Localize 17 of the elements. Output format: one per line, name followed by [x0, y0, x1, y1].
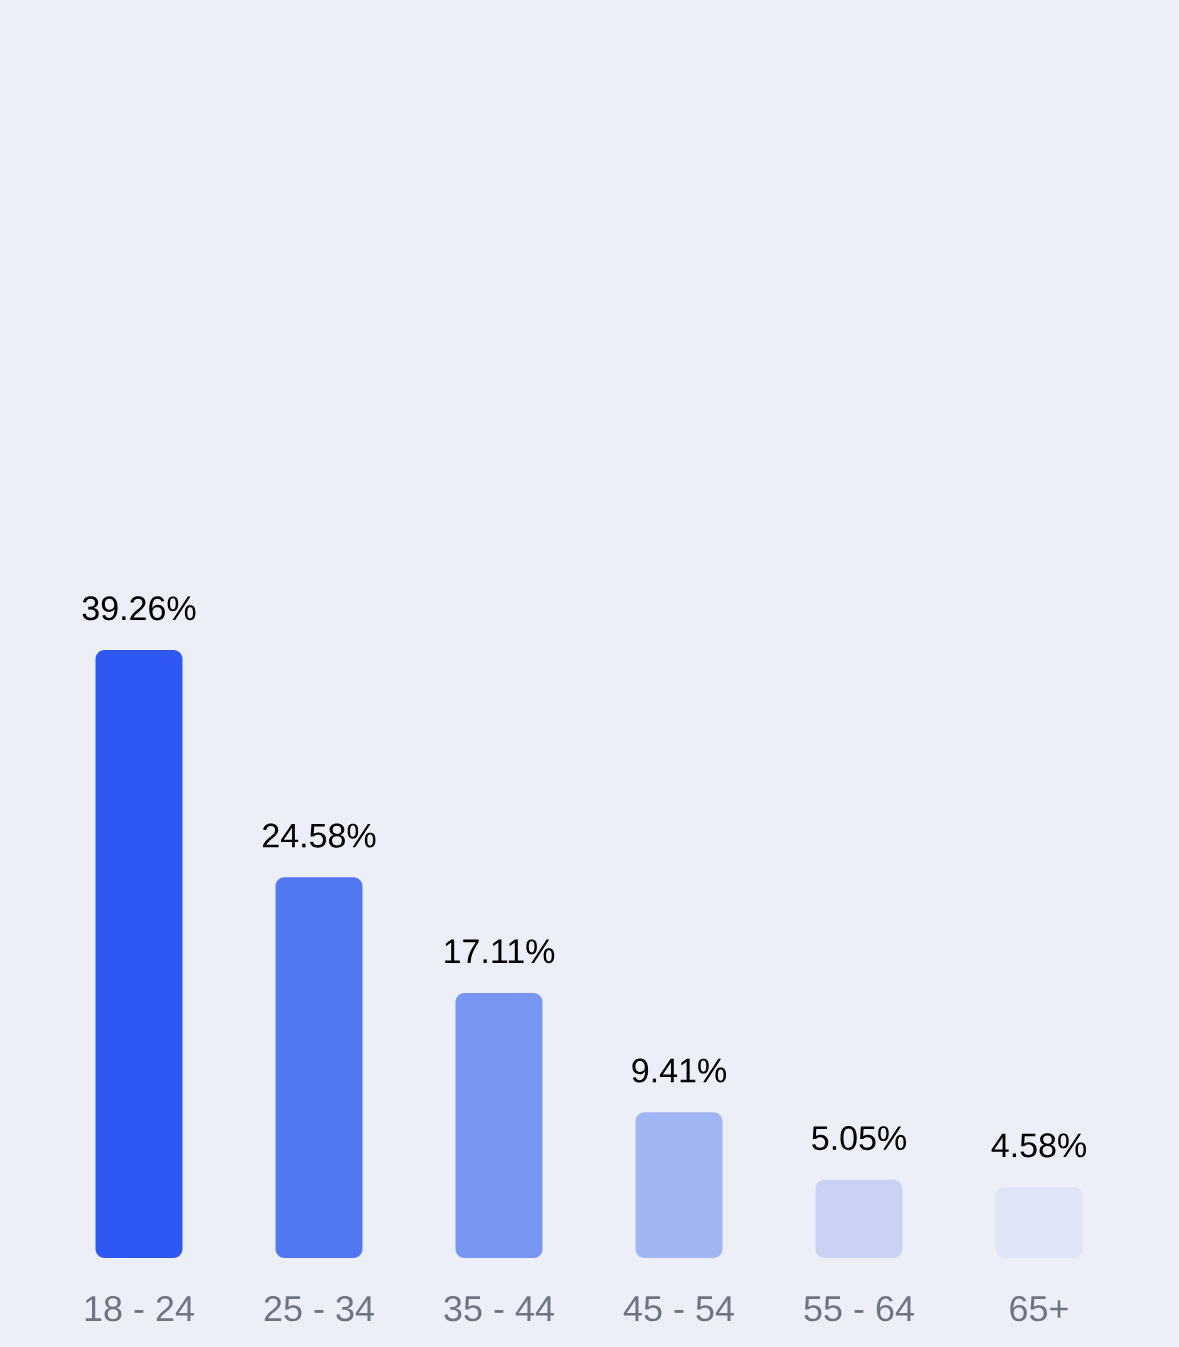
data-label: 4.58%: [991, 1133, 1086, 1158]
data-label: 24.58%: [263, 823, 376, 848]
x-tick-label: 35 - 44: [444, 1295, 554, 1322]
data-label: 17.11%: [445, 939, 555, 964]
bar: [95, 649, 183, 1258]
data-label: 9.41%: [632, 1058, 726, 1083]
x-tick-label: 45 - 54: [623, 1296, 734, 1322]
bar: [275, 877, 363, 1258]
x-tick-label: 18 - 24: [85, 1295, 194, 1322]
bar: [815, 1179, 903, 1258]
x-tick-label: 25 - 34: [264, 1295, 374, 1322]
bar: [635, 1112, 723, 1258]
bar: [455, 993, 543, 1258]
data-label: 39.26%: [82, 596, 196, 621]
x-tick-label: 65+: [1010, 1295, 1068, 1322]
x-tick-label: 55 - 64: [804, 1295, 914, 1322]
data-label: 5.05%: [812, 1126, 906, 1151]
